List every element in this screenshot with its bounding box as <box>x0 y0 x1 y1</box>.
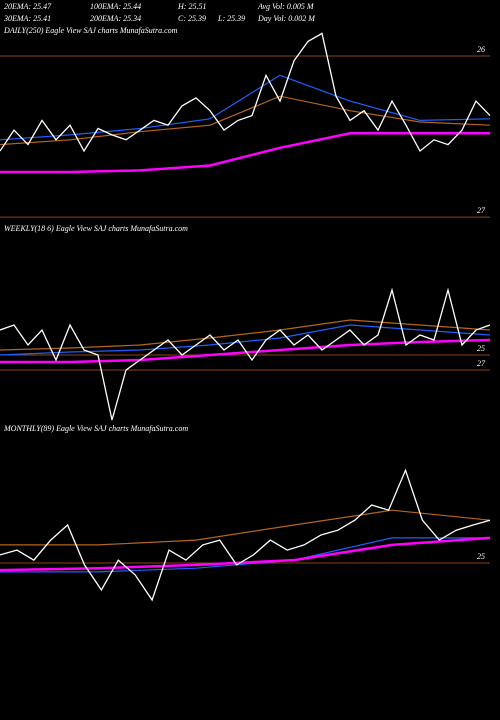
price-line <box>0 324 491 356</box>
header-stat: Avg Vol: 0.005 M <box>257 2 315 11</box>
y-tick-label: 26 <box>477 45 485 54</box>
header-stat: 20EMA: 25.47 <box>4 2 52 11</box>
panel-title: WEEKLY(18 6) Eagle View SAJ charts Munaf… <box>4 224 188 233</box>
price-line <box>0 74 491 141</box>
price-line <box>0 319 491 351</box>
price-line <box>0 287 491 421</box>
panel-title: DAILY(250) Eagle View SAJ charts MunafaS… <box>3 26 178 35</box>
price-line <box>0 95 491 146</box>
price-line <box>0 32 491 153</box>
price-line <box>0 132 490 174</box>
price-line <box>0 468 491 602</box>
header-stat: C: 25.39 <box>178 14 206 23</box>
header-stat: 100EMA: 25.44 <box>90 2 141 11</box>
y-tick-label: 27 <box>477 359 486 368</box>
price-line <box>0 338 491 364</box>
header-stat: H: 25.51 <box>177 2 206 11</box>
y-tick-label: 25 <box>477 552 485 561</box>
y-tick-label: 27 <box>477 206 486 215</box>
header-stat: 30EMA: 25.41 <box>3 14 51 23</box>
header-stat: 200EMA: 25.34 <box>90 14 141 23</box>
price-line <box>0 537 490 573</box>
panel-title: MONTHLY(89) Eagle View SAJ charts Munafa… <box>3 424 188 433</box>
price-line <box>0 536 491 572</box>
header-stat: Day Vol: 0.002 M <box>257 14 316 23</box>
header-stat: L: 25.39 <box>217 14 245 23</box>
price-line <box>0 509 491 546</box>
y-tick-label: 25 <box>477 344 485 353</box>
